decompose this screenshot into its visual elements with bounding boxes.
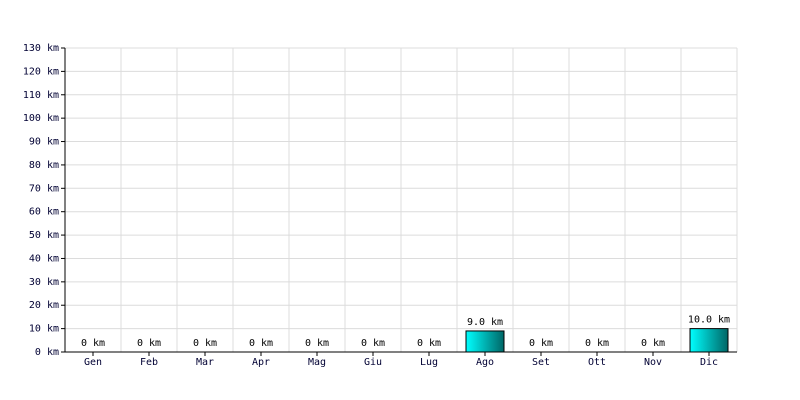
y-tick-label: 10 km: [29, 324, 59, 335]
y-tick-label: 110 km: [23, 90, 59, 101]
x-tick-label: Dic: [700, 357, 718, 368]
value-label: 10.0 km: [688, 315, 730, 326]
value-label: 0 km: [585, 338, 609, 349]
x-tick-label: Feb: [140, 357, 158, 368]
y-tick-label: 70 km: [29, 183, 59, 194]
value-label: 0 km: [81, 338, 105, 349]
x-tick-label: Ott: [588, 357, 606, 368]
y-tick-label: 40 km: [29, 253, 59, 264]
x-tick-label: Ago: [476, 357, 494, 368]
value-label: 0 km: [249, 338, 273, 349]
y-tick-label: 0 km: [35, 347, 59, 358]
x-tick-label: Nov: [644, 357, 662, 368]
x-tick-label: Gen: [84, 357, 102, 368]
x-tick-label: Mag: [308, 357, 326, 368]
y-tick-label: 50 km: [29, 230, 59, 241]
value-label: 0 km: [137, 338, 161, 349]
y-tick-label: 130 km: [23, 43, 59, 54]
x-tick-label: Giu: [364, 357, 382, 368]
value-label: 0 km: [641, 338, 665, 349]
value-label: 0 km: [193, 338, 217, 349]
value-label: 9.0 km: [467, 317, 503, 328]
value-label: 0 km: [305, 338, 329, 349]
x-tick-label: Apr: [252, 357, 270, 368]
x-tick-label: Set: [532, 357, 550, 368]
y-tick-label: 120 km: [23, 66, 59, 77]
x-tick-label: Lug: [420, 357, 438, 368]
y-tick-label: 100 km: [23, 113, 59, 124]
x-tick-label: Mar: [196, 357, 214, 368]
value-label: 0 km: [361, 338, 385, 349]
y-tick-label: 90 km: [29, 137, 59, 148]
y-tick-label: 30 km: [29, 277, 59, 288]
bar: [465, 330, 505, 353]
y-tick-label: 20 km: [29, 300, 59, 311]
y-tick-label: 80 km: [29, 160, 59, 171]
y-tick-label: 60 km: [29, 207, 59, 218]
value-label: 0 km: [529, 338, 553, 349]
bar: [689, 328, 729, 353]
value-label: 0 km: [417, 338, 441, 349]
